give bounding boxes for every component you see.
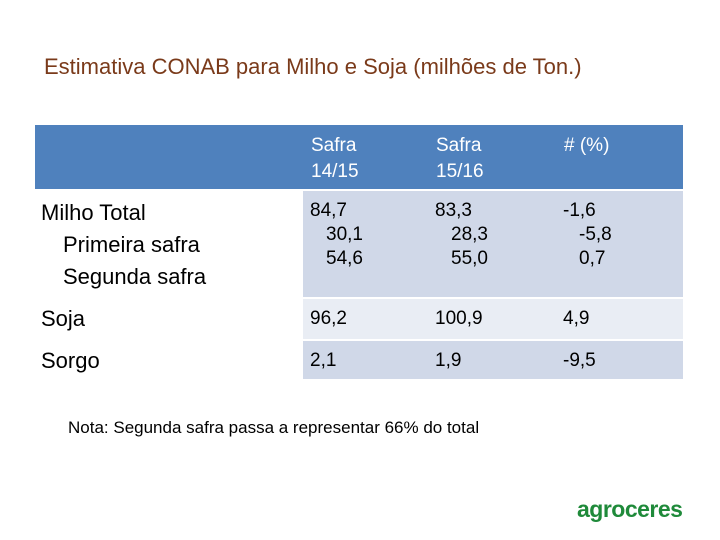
value: 2,1 [310, 350, 337, 371]
value-cell: 4,9 [556, 299, 683, 339]
value: -9,5 [563, 350, 596, 371]
value-cell: 100,9 [428, 299, 556, 339]
row-label: Sorgo [41, 348, 100, 373]
footnote: Nota: Segunda safra passa a representar … [68, 418, 480, 437]
value-cell: 96,2 [303, 299, 428, 339]
row-sublabel: Primeira safra [63, 232, 200, 257]
row-label-cell: Soja [35, 299, 303, 339]
table-row: Sorgo 2,1 1,9 -9,5 [35, 341, 683, 379]
header-cell-empty [35, 125, 303, 189]
agroceres-logo: agroceres [577, 496, 683, 522]
row-sublabel: Segunda safra [63, 264, 207, 289]
header-line: Safra [311, 135, 357, 156]
row-label-cell: Milho Total Primeira safra Segunda safra [35, 191, 303, 297]
value-cell: 84,7 30,1 54,6 [303, 191, 428, 297]
value: -5,8 [579, 224, 612, 245]
header-line: 14/15 [311, 161, 359, 182]
header-cell-safra-14-15: Safra 14/15 [303, 125, 428, 189]
crop-estimate-table: Safra 14/15 Safra 15/16 # (%) Milho Tota… [35, 125, 683, 379]
table-row: Milho Total Primeira safra Segunda safra… [35, 191, 683, 297]
row-label: Soja [41, 306, 86, 331]
page-title: Estimativa CONAB para Milho e Soja (milh… [44, 54, 582, 79]
value-cell: 83,3 28,3 55,0 [428, 191, 556, 297]
table-row: Soja 96,2 100,9 4,9 [35, 299, 683, 339]
value-cell: -9,5 [556, 341, 683, 379]
value: 100,9 [435, 308, 483, 329]
header-line: Safra [436, 135, 482, 156]
value: 28,3 [451, 224, 488, 245]
row-label: Milho Total [41, 200, 146, 225]
value-cell: 1,9 [428, 341, 556, 379]
header-line: # (%) [564, 135, 610, 156]
header-cell-safra-15-16: Safra 15/16 [428, 125, 556, 189]
value: 83,3 [435, 200, 472, 221]
table-header-row: Safra 14/15 Safra 15/16 # (%) [35, 125, 683, 189]
header-line: 15/16 [436, 161, 484, 182]
value: 30,1 [326, 224, 363, 245]
value: 54,6 [326, 248, 363, 269]
header-cell-change-pct: # (%) [556, 125, 683, 189]
value: 96,2 [310, 308, 347, 329]
value-cell: 2,1 [303, 341, 428, 379]
value: 1,9 [435, 350, 462, 371]
value-cell: -1,6 -5,8 0,7 [556, 191, 683, 297]
value: 0,7 [579, 248, 606, 269]
value: 55,0 [451, 248, 488, 269]
row-label-cell: Sorgo [35, 341, 303, 379]
value: 4,9 [563, 308, 590, 329]
value: 84,7 [310, 200, 347, 221]
value: -1,6 [563, 200, 596, 221]
